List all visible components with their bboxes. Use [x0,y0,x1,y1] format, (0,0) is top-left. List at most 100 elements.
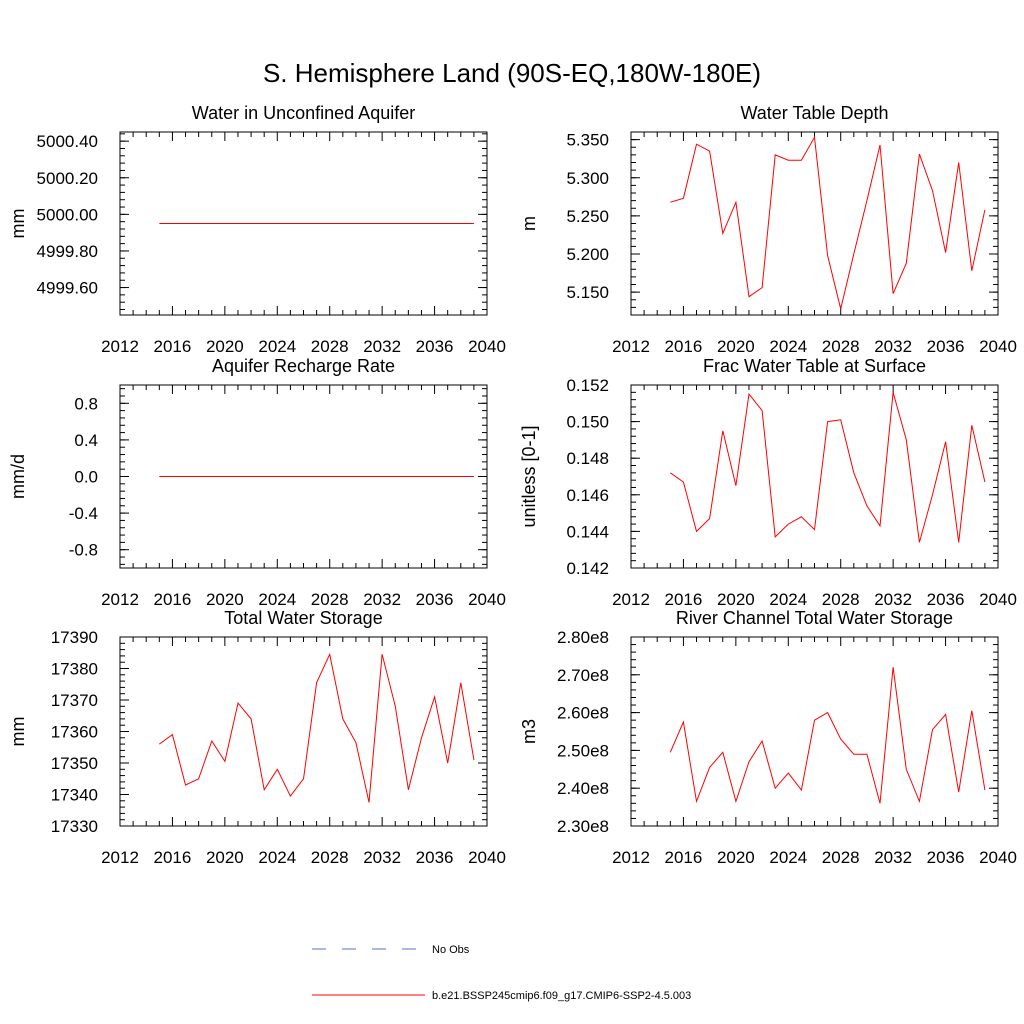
x-tick-label: 2028 [311,337,349,356]
x-tick-label: 2024 [769,590,807,609]
series-line [670,135,986,310]
y-tick-label: -0.4 [69,504,98,523]
x-tick-label: 2036 [416,590,454,609]
y-tick-label: 17390 [51,628,98,647]
x-tick-label: 2040 [979,848,1017,867]
x-tick-label: 2016 [154,337,192,356]
panel-title: Total Water Storage [224,608,382,628]
series-line [670,392,986,543]
x-tick-label: 2020 [206,337,244,356]
y-tick-label: -0.8 [69,541,98,560]
x-tick-label: 2016 [154,848,192,867]
y-tick-label: 5.250 [566,207,609,226]
x-tick-label: 2020 [717,590,755,609]
y-tick-label: 2.40e8 [557,779,609,798]
y-tick-label: 2.60e8 [557,704,609,723]
y-tick-label: 17370 [51,691,98,710]
y-tick-label: 5.350 [566,131,609,150]
y-tick-label: 5000.40 [37,132,98,151]
panel-title: River Channel Total Water Storage [676,608,953,628]
x-tick-label: 2012 [612,590,650,609]
x-tick-label: 2016 [665,337,703,356]
panel-2: Water Table Depth m 2012 2016 2020 2024 2028 20… [519,103,1017,356]
x-tick-label: 2012 [612,337,650,356]
x-tick-label: 2036 [416,848,454,867]
y-tick-label: 0.8 [74,394,98,413]
panel-3: Aquifer Recharge Rate mm/d 2012 2016 2020 202… [8,356,506,609]
panel-1: Water in Unconfined Aquifer mm 2012 2016 202… [8,103,506,356]
x-tick-label: 2024 [258,848,296,867]
y-tick-label: 17330 [51,817,98,836]
plot-frame [630,636,999,827]
x-tick-label: 2020 [717,848,755,867]
x-tick-label: 2032 [363,590,401,609]
x-tick-label: 2020 [206,848,244,867]
y-tick-label: 4999.60 [37,279,98,298]
x-tick-label: 2036 [927,337,965,356]
series-line [669,667,986,804]
x-tick-label: 2036 [927,848,965,867]
x-tick-label: 2032 [363,848,401,867]
x-tick-label: 2036 [927,590,965,609]
y-tick-label: 17350 [51,754,98,773]
x-tick-label: 2012 [101,337,139,356]
x-tick-label: 2040 [468,848,506,867]
y-tick-label: 2.30e8 [557,817,609,836]
x-tick-label: 2016 [665,848,703,867]
x-tick-label: 2040 [979,590,1017,609]
y-axis-label: mm/d [8,454,28,499]
y-tick-label: 5000.00 [37,205,98,224]
legend-model-label: b.e21.BSSP245cmip6.f09_g17.CMIP6-SSP2-4.… [432,990,691,1002]
x-tick-label: 2032 [874,590,912,609]
panels: Water in Unconfined Aquifer mm 2012 2016 202… [8,103,1017,867]
y-tick-label: 5000.20 [37,169,98,188]
x-tick-label: 2024 [769,337,807,356]
x-tick-label: 2032 [874,848,912,867]
y-tick-label: 0.148 [566,449,609,468]
x-tick-label: 2024 [769,848,807,867]
x-tick-label: 2024 [258,337,296,356]
legend: No Obs b.e21.BSSP245cmip6.f09_g17.CMIP6-… [312,944,691,1002]
x-tick-label: 2012 [101,848,139,867]
y-tick-label: 5.200 [566,245,609,264]
y-tick-label: 2.70e8 [557,666,609,685]
y-tick-label: 0.142 [566,559,609,578]
y-tick-label: 0.0 [74,468,98,487]
x-tick-label: 2016 [154,590,192,609]
x-tick-label: 2036 [416,337,454,356]
plot-frame [630,384,999,569]
plot-frame [630,131,999,316]
y-tick-label: 2.50e8 [557,741,609,760]
x-tick-label: 2012 [612,848,650,867]
plot-frame [119,636,488,827]
x-tick-label: 2040 [979,337,1017,356]
series-line [159,652,475,803]
x-tick-label: 2040 [468,337,506,356]
y-tick-label: 0.150 [566,413,609,432]
x-tick-label: 2028 [822,848,860,867]
y-tick-label: 5.150 [566,283,609,302]
x-tick-label: 2016 [665,590,703,609]
y-tick-label: 0.4 [74,431,98,450]
x-tick-label: 2032 [874,337,912,356]
panel-title: Aquifer Recharge Rate [212,356,395,376]
x-tick-label: 2020 [206,590,244,609]
y-axis-label: mm [8,717,28,747]
panel-title: Water in Unconfined Aquifer [192,103,415,123]
y-axis-label: unitless [0-1] [519,425,539,527]
panel-4: Frac Water Table at Surface unitless [0-1… [519,356,1017,609]
y-tick-label: 2.80e8 [557,628,609,647]
y-tick-label: 4999.80 [37,242,98,261]
panel-title: Frac Water Table at Surface [703,356,926,376]
x-tick-label: 2024 [258,590,296,609]
y-axis-label: mm [8,209,28,239]
y-tick-label: 0.144 [566,522,609,541]
figure-title: S. Hemisphere Land (90S-EQ,180W-180E) [263,58,761,88]
x-tick-label: 2028 [822,337,860,356]
legend-obs-label: No Obs [432,944,470,956]
x-tick-label: 2040 [468,590,506,609]
y-axis-label: m3 [519,719,539,744]
y-tick-label: 17340 [51,786,98,805]
